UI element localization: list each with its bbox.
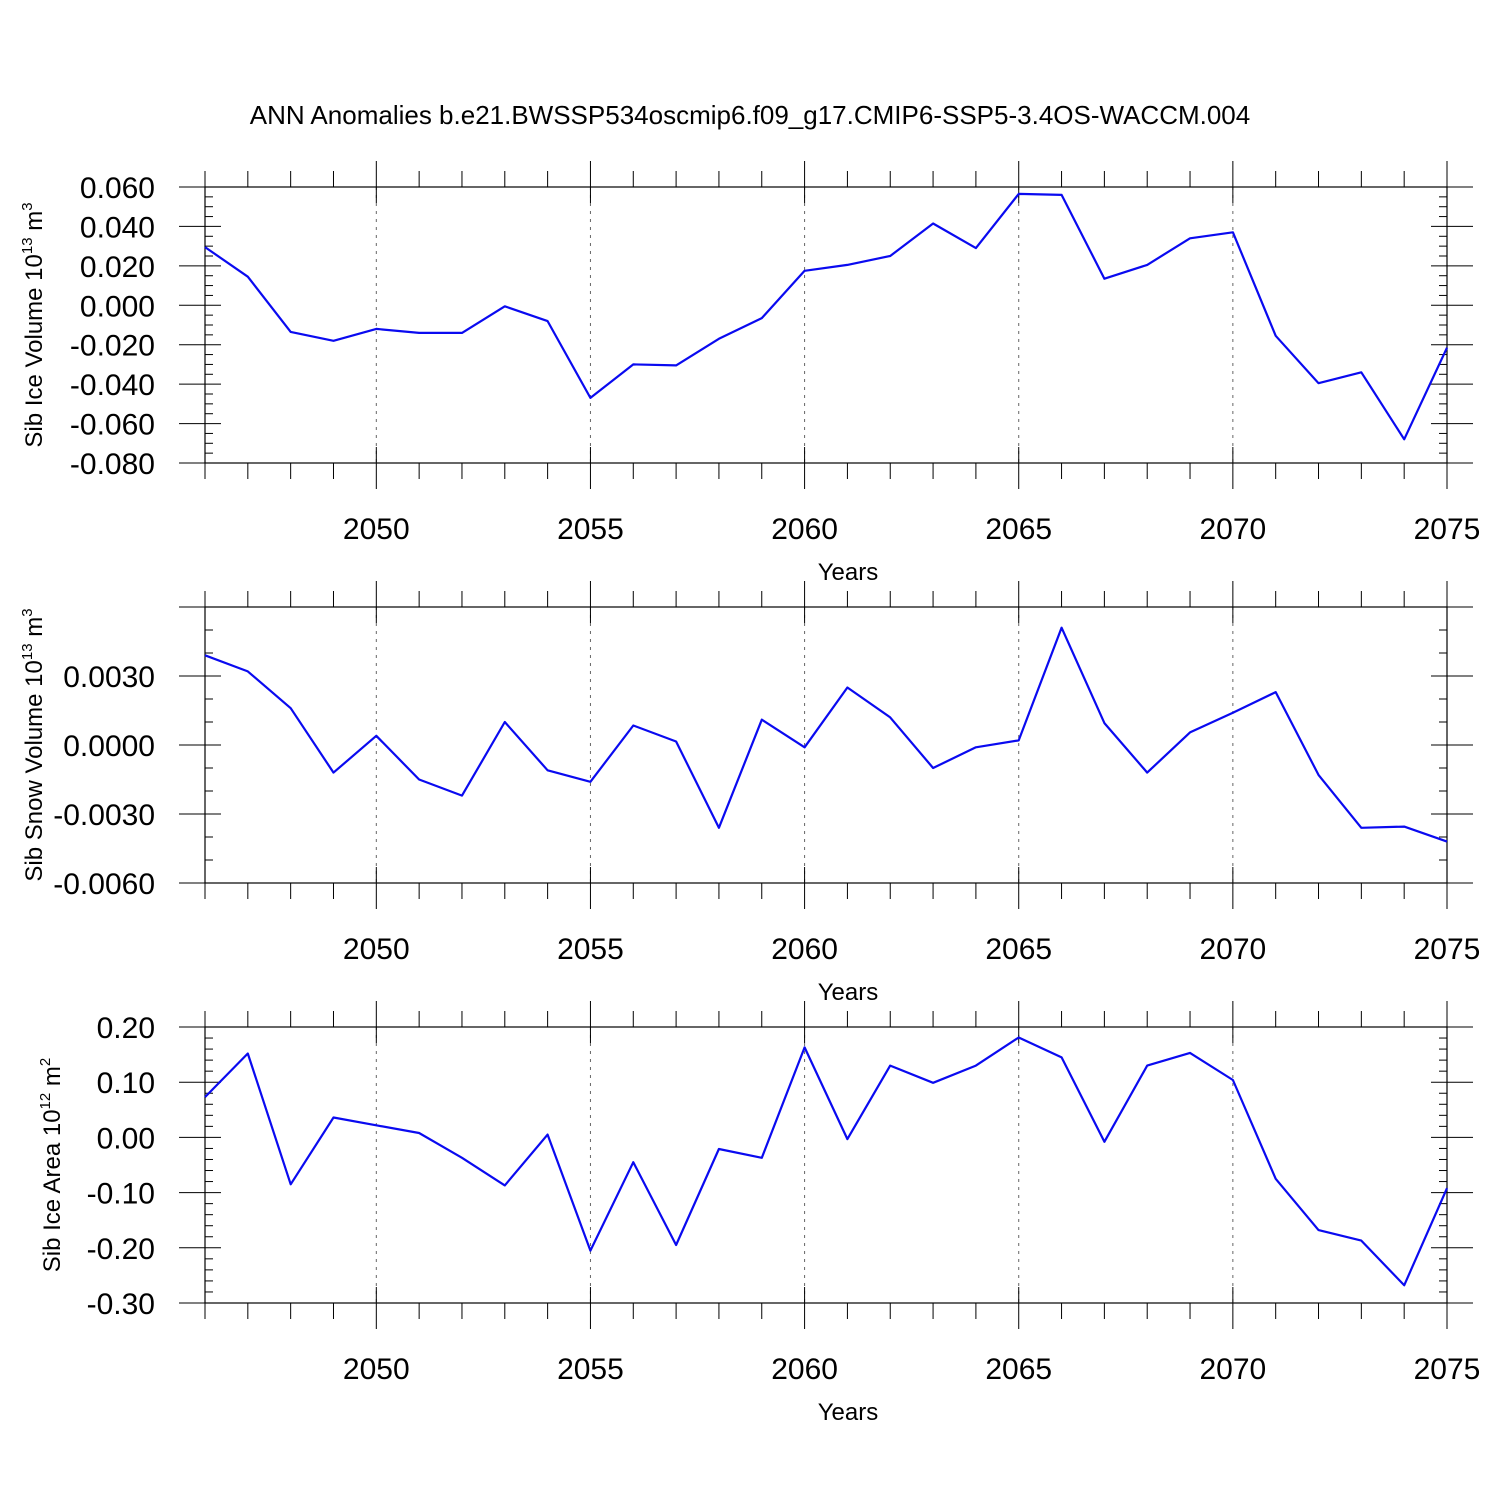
y-tick-label: 0.000 — [80, 290, 155, 323]
y-label-unit-exp: 3 — [19, 202, 36, 210]
plot-frame — [204, 1026, 1448, 1304]
x-tick-label: 2060 — [771, 1353, 838, 1386]
x-tick-label: 2050 — [343, 513, 410, 546]
y-label-main: Sib Ice Area 10 — [39, 1109, 66, 1272]
plot-frame — [204, 186, 1448, 464]
x-tick-label: 2070 — [1199, 1353, 1266, 1386]
y-tick-label: -0.060 — [70, 409, 155, 442]
y-axis-label: Sib Ice Volume 1013 m3 — [19, 202, 48, 447]
x-tick-label: 2075 — [1414, 1353, 1481, 1386]
x-tick-label: 2070 — [1199, 513, 1266, 546]
y-tick-label: 0.00 — [97, 1122, 155, 1155]
y-tick-label: 0.0000 — [63, 730, 155, 763]
y-tick-label: -0.020 — [70, 330, 155, 363]
y-tick-label: -0.040 — [70, 369, 155, 402]
x-tick-label: 2065 — [985, 1353, 1052, 1386]
y-tick-label: 0.060 — [80, 172, 155, 205]
y-tick-label: 0.10 — [97, 1067, 155, 1100]
x-tick-label: 2055 — [557, 513, 624, 546]
figure-title: ANN Anomalies b.e21.BWSSP534oscmip6.f09_… — [250, 100, 1250, 130]
y-tick-label: 0.20 — [97, 1012, 155, 1045]
plot-frame — [204, 606, 1448, 884]
x-tick-label: 2070 — [1199, 933, 1266, 966]
series-line — [204, 626, 1448, 843]
x-tick-label: 2055 — [557, 933, 624, 966]
y-label-main: Sib Ice Volume 10 — [21, 254, 48, 447]
y-label-unit: m — [39, 1066, 66, 1093]
x-tick-label: 2050 — [343, 1353, 410, 1386]
y-tick-label: 0.0030 — [63, 661, 155, 694]
y-label-unit-exp: 2 — [37, 1058, 54, 1066]
x-tick-label: 2060 — [771, 513, 838, 546]
y-axis-label: Sib Snow Volume 1013 m3 — [19, 608, 48, 881]
y-label-unit-exp: 3 — [19, 608, 36, 616]
y-label-exp: 12 — [37, 1093, 54, 1110]
y-tick-label: -0.0030 — [53, 799, 155, 832]
y-label-main: Sib Snow Volume 10 — [21, 660, 48, 881]
y-tick-label: 0.020 — [80, 251, 155, 284]
x-tick-label: 2060 — [771, 933, 838, 966]
panel-2: -0.0060 -0.0030 0.0000 0.0030 2050 2055 2060 20… — [19, 581, 1480, 1006]
panels: -0.080 -0.060 -0.040 -0.020 0.000 0.020 0.040 0… — [19, 161, 1480, 1426]
y-tick-label: -0.30 — [87, 1288, 155, 1321]
panel-3: -0.30 -0.20 -0.10 0.00 0.10 0.20 2050 2055 2060 2… — [37, 1001, 1480, 1426]
y-tick-label: -0.080 — [70, 448, 155, 481]
x-axis-label: Years — [818, 559, 879, 586]
y-tick-label: -0.0060 — [53, 868, 155, 901]
series-line — [204, 1036, 1449, 1287]
y-axis-label: Sib Ice Area 1012 m2 — [37, 1058, 66, 1272]
x-tick-label: 2065 — [985, 933, 1052, 966]
panel-1: -0.080 -0.060 -0.040 -0.020 0.000 0.020 0.040 0… — [19, 161, 1480, 586]
y-label-unit: m — [21, 211, 48, 238]
x-tick-label: 2065 — [985, 513, 1052, 546]
y-label-exp: 13 — [19, 643, 36, 660]
series-line — [204, 192, 1448, 441]
y-tick-label: -0.20 — [87, 1233, 155, 1266]
x-tick-label: 2075 — [1414, 513, 1481, 546]
x-axis-label: Years — [818, 1399, 879, 1426]
x-tick-label: 2075 — [1414, 933, 1481, 966]
x-axis-label: Years — [818, 979, 879, 1006]
y-tick-label: -0.10 — [87, 1178, 155, 1211]
y-label-unit: m — [21, 617, 48, 644]
x-tick-label: 2050 — [343, 933, 410, 966]
y-tick-label: 0.040 — [80, 211, 155, 244]
x-tick-label: 2055 — [557, 1353, 624, 1386]
y-label-exp: 13 — [19, 237, 36, 254]
